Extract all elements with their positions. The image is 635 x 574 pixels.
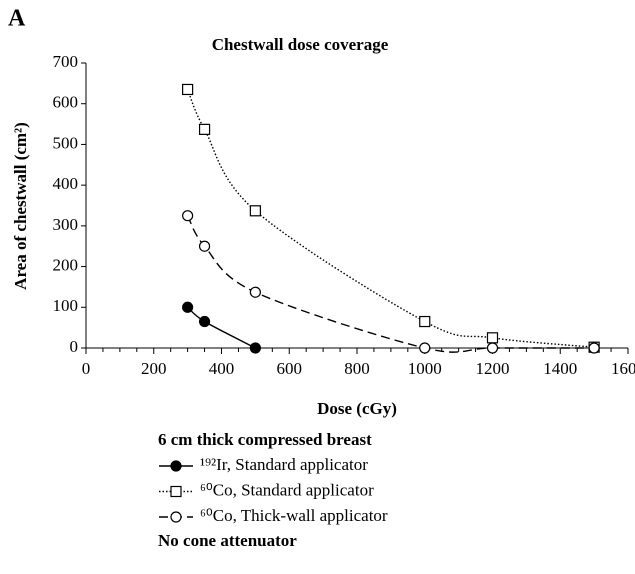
marker xyxy=(486,332,499,344)
x-tick-label: 1600 xyxy=(611,359,635,378)
marker xyxy=(588,342,600,354)
series-line xyxy=(187,215,595,353)
x-tick-label: 400 xyxy=(209,359,235,378)
y-tick-label: 700 xyxy=(53,52,79,71)
y-tick-label: 200 xyxy=(53,255,79,274)
x-tick-label: 0 xyxy=(82,359,91,378)
footnote: No cone attenuator xyxy=(158,531,297,550)
legend-title: 6 cm thick compressed breast xyxy=(158,430,372,449)
marker xyxy=(419,315,431,328)
marker xyxy=(182,210,194,222)
y-tick-label: 600 xyxy=(53,93,79,112)
legend-label: ⁶⁰Co, Standard applicator xyxy=(200,480,374,499)
marker xyxy=(249,286,261,298)
x-tick-label: 1200 xyxy=(476,359,510,378)
marker xyxy=(198,315,211,328)
marker xyxy=(198,123,211,135)
marker xyxy=(419,342,431,354)
chart-title: Chestwall dose coverage xyxy=(212,35,389,54)
marker xyxy=(198,240,211,252)
x-tick-label: 1000 xyxy=(408,359,442,378)
legend-label: ⁶⁰Co, Thick-wall applicator xyxy=(200,506,388,525)
y-tick-label: 300 xyxy=(53,215,79,234)
x-tick-label: 800 xyxy=(344,359,370,378)
x-axis-label: Dose (cGy) xyxy=(317,399,397,418)
y-tick-label: 500 xyxy=(53,133,79,152)
x-tick-label: 200 xyxy=(141,359,167,378)
legend-marker xyxy=(170,485,182,498)
marker xyxy=(182,301,194,313)
y-tick-label: 0 xyxy=(70,337,79,356)
x-tick-label: 1400 xyxy=(543,359,577,378)
x-tick-label: 600 xyxy=(277,359,303,378)
series-line xyxy=(187,306,256,349)
panel-label: A xyxy=(8,6,26,32)
marker xyxy=(249,342,261,354)
marker xyxy=(249,205,261,217)
marker xyxy=(182,83,194,96)
legend-marker xyxy=(170,511,182,523)
series-line xyxy=(186,89,595,348)
y-tick-label: 400 xyxy=(53,174,79,193)
legend-marker xyxy=(170,460,182,472)
legend-label: ¹⁹²Ir, Standard applicator xyxy=(200,455,368,474)
y-tick-label: 100 xyxy=(53,296,79,315)
marker xyxy=(486,342,499,354)
y-axis-label: Area of chestwall (cm²) xyxy=(11,122,30,290)
